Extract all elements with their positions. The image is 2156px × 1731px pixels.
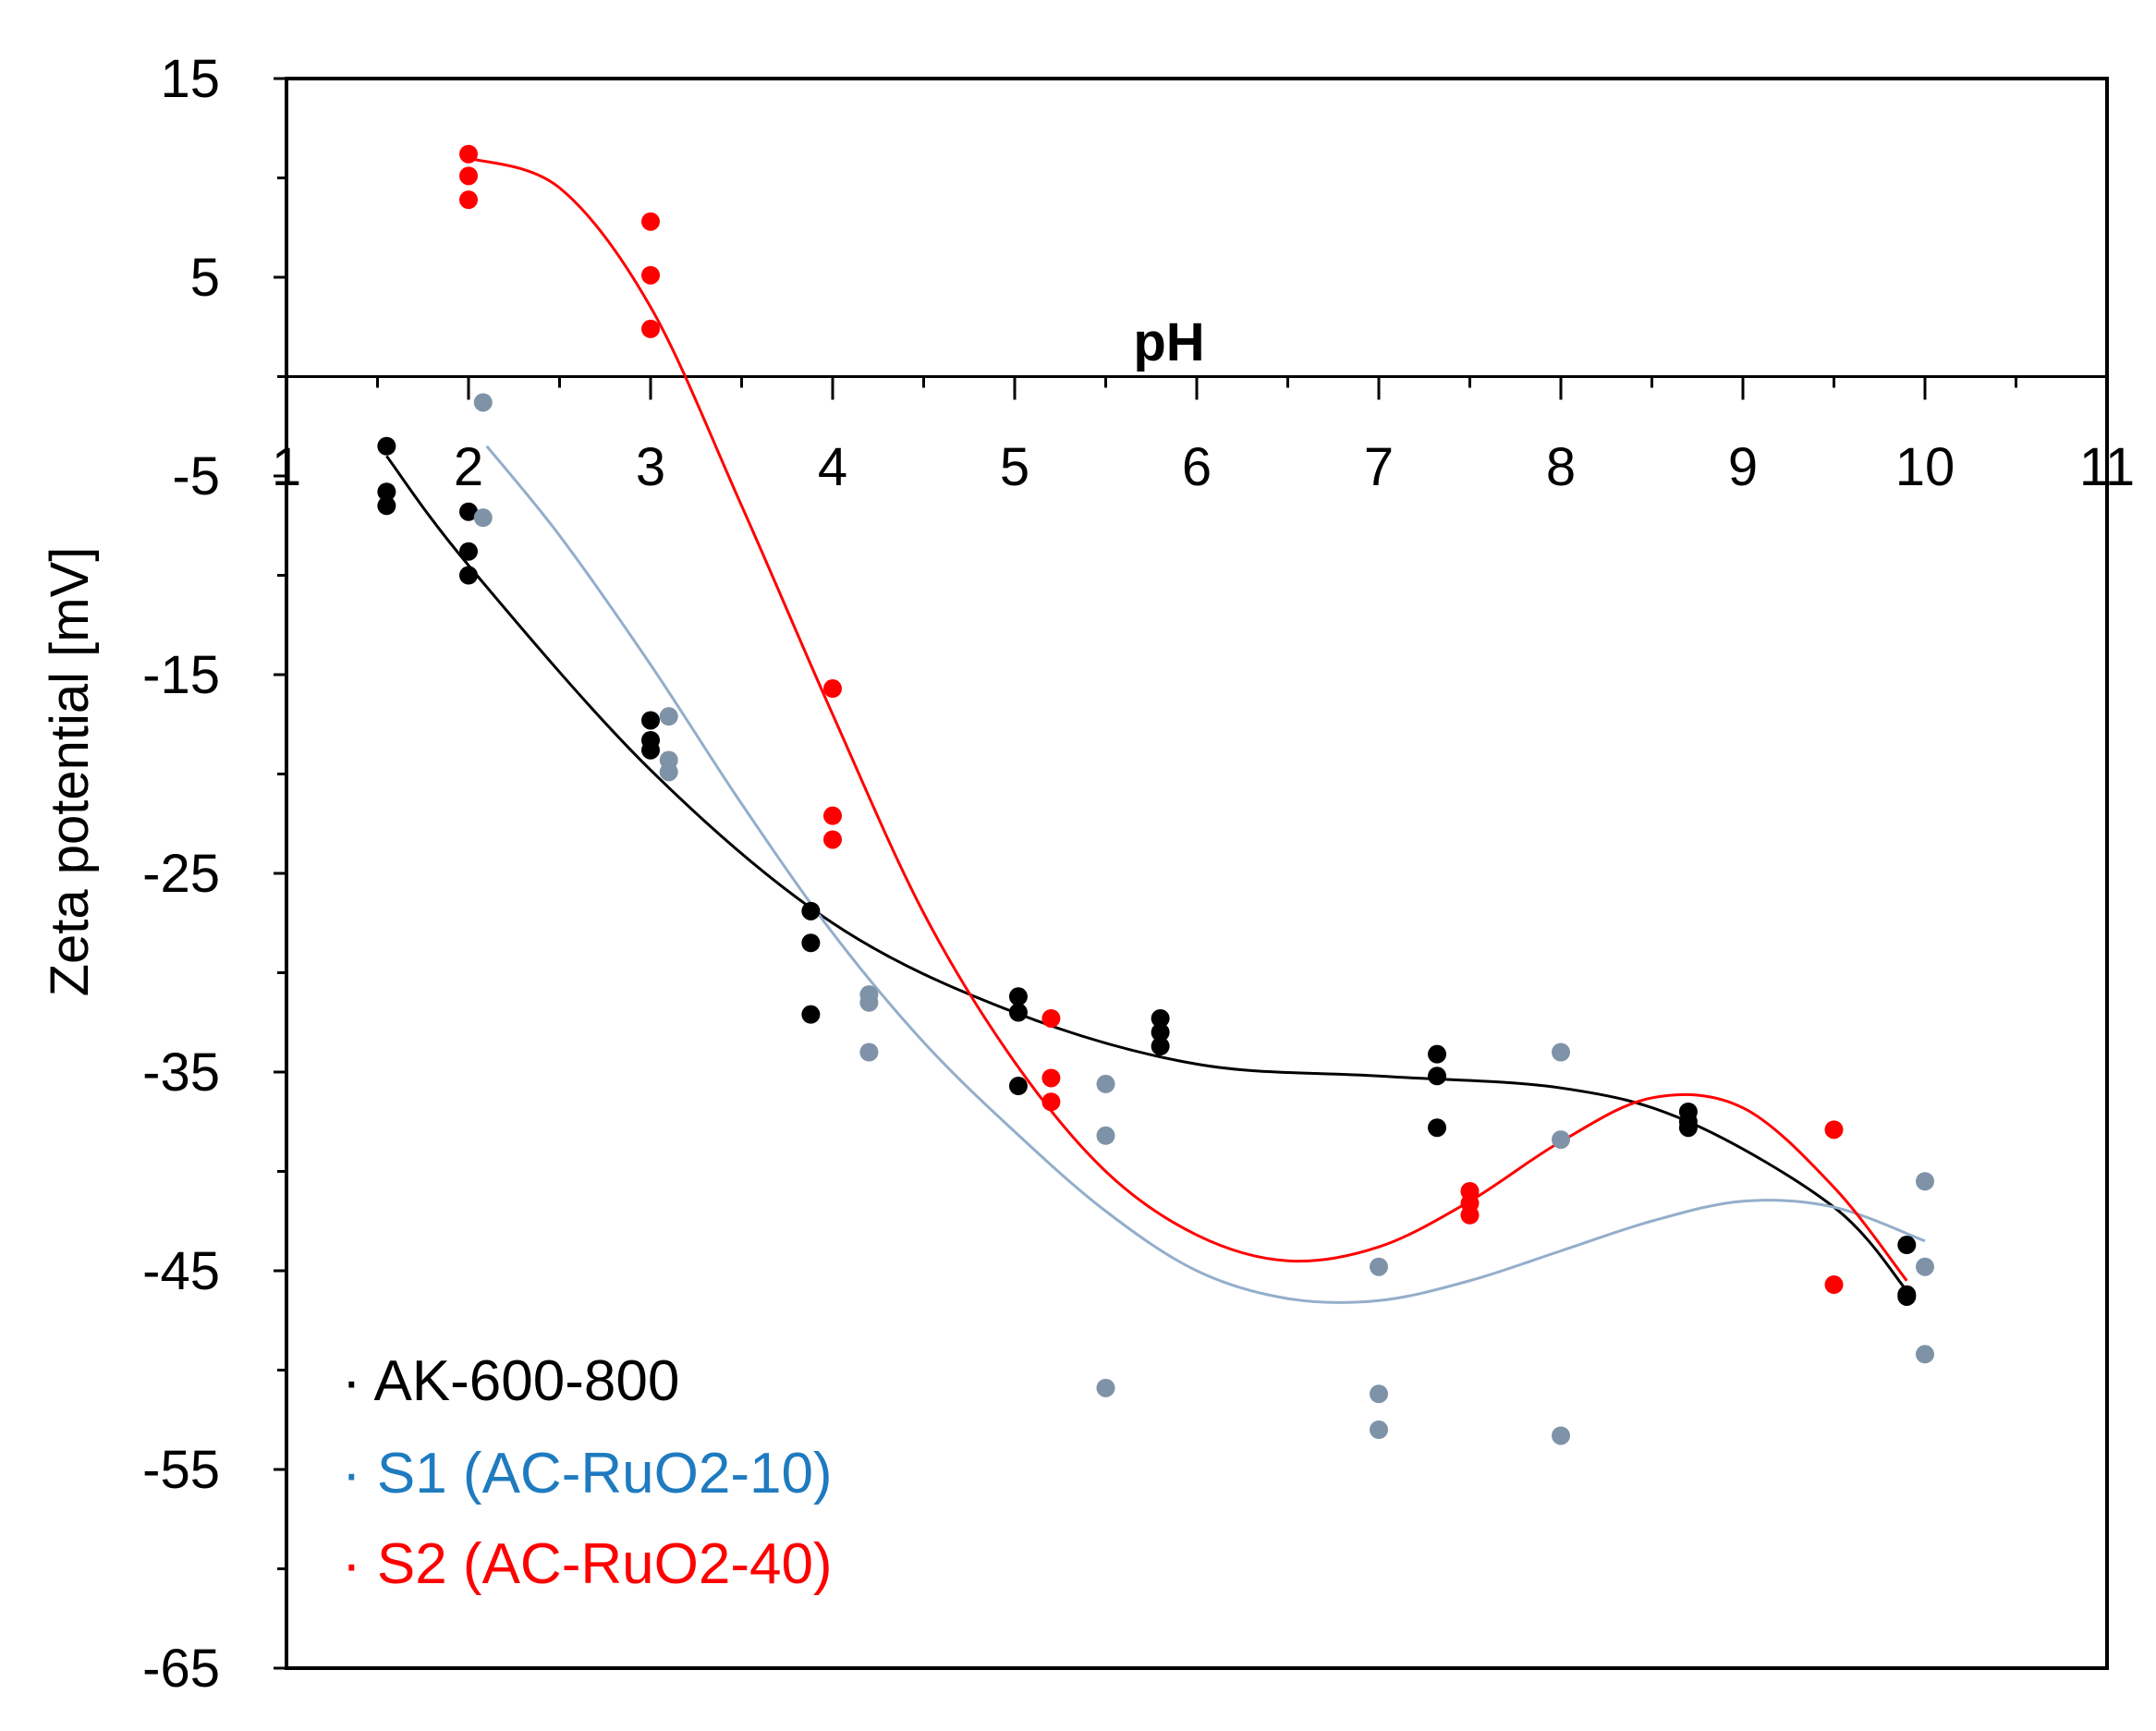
y-ticks: 15 5 -5 -15 -25 -35 -45 -55 -65 bbox=[142, 49, 286, 1699]
point-series-2 bbox=[1096, 1378, 1115, 1397]
point-series-1 bbox=[641, 740, 660, 760]
point-series-1 bbox=[459, 542, 478, 561]
point-series-3 bbox=[1041, 1008, 1061, 1028]
point-series-3 bbox=[823, 679, 842, 699]
y-tick-label: 5 bbox=[190, 248, 220, 308]
x-tick-label: 7 bbox=[1364, 437, 1394, 497]
point-series-1 bbox=[1428, 1118, 1447, 1138]
y-axis-title: Zeta potential [mV] bbox=[40, 547, 100, 997]
trendline-series-1 bbox=[385, 455, 1908, 1292]
point-series-1 bbox=[1008, 1077, 1028, 1096]
point-series-1 bbox=[1008, 1003, 1028, 1022]
y-tick-label: -25 bbox=[142, 844, 220, 904]
y-tick-label: -65 bbox=[142, 1639, 220, 1699]
x-tick-label: 4 bbox=[818, 437, 847, 497]
y-tick-label: -5 bbox=[172, 446, 220, 506]
point-series-2 bbox=[473, 393, 493, 412]
point-series-2 bbox=[473, 508, 493, 528]
point-series-1 bbox=[377, 482, 396, 502]
point-series-2 bbox=[659, 762, 678, 782]
point-series-1 bbox=[1008, 987, 1028, 1006]
point-series-3 bbox=[823, 830, 842, 849]
point-series-1 bbox=[377, 436, 396, 456]
point-series-1 bbox=[801, 1005, 821, 1024]
point-series-2 bbox=[659, 707, 678, 726]
point-series-1 bbox=[1151, 1037, 1170, 1056]
y-tick-label: -35 bbox=[142, 1042, 220, 1103]
point-series-1 bbox=[801, 901, 821, 920]
point-series-1 bbox=[1897, 1286, 1917, 1306]
y-tick-label: -15 bbox=[142, 645, 220, 705]
point-series-2 bbox=[1552, 1042, 1570, 1062]
point-series-2 bbox=[1916, 1345, 1934, 1364]
legend: · AK-600-800 · S1 (AC-RuO2-10) · S2 (AC-Ru… bbox=[342, 1349, 833, 1596]
point-series-3 bbox=[459, 190, 478, 210]
trendlines bbox=[385, 156, 1926, 1304]
point-series-1 bbox=[377, 496, 396, 516]
point-series-2 bbox=[1370, 1257, 1388, 1276]
point-series-2 bbox=[859, 1042, 879, 1062]
x-tick-label: 5 bbox=[1000, 437, 1029, 497]
x-axis-title: pH bbox=[1133, 312, 1204, 372]
y-tick-label: -55 bbox=[142, 1440, 220, 1500]
point-series-1 bbox=[1678, 1118, 1698, 1138]
point-series-1 bbox=[1151, 1008, 1170, 1028]
x-tick-label: 1 bbox=[272, 437, 301, 497]
trendline-series-3 bbox=[468, 156, 1908, 1282]
point-series-2 bbox=[859, 993, 879, 1012]
point-series-3 bbox=[1460, 1205, 1480, 1225]
y-tick-label: -45 bbox=[142, 1241, 220, 1301]
data-points bbox=[377, 144, 1934, 1445]
point-series-2 bbox=[1096, 1074, 1115, 1093]
point-series-2 bbox=[1370, 1420, 1388, 1439]
point-series-1 bbox=[1897, 1236, 1917, 1255]
x-tick-label: 10 bbox=[1895, 437, 1955, 497]
x-tick-label: 2 bbox=[454, 437, 483, 497]
y-tick-label: 15 bbox=[160, 49, 220, 109]
point-series-2 bbox=[1552, 1426, 1570, 1445]
point-series-3 bbox=[641, 212, 660, 231]
point-series-3 bbox=[1041, 1092, 1061, 1112]
point-series-1 bbox=[801, 933, 821, 953]
point-series-3 bbox=[823, 806, 842, 825]
x-tick-label: 3 bbox=[636, 437, 665, 497]
x-tick-label: 11 bbox=[2079, 437, 2135, 497]
point-series-3 bbox=[1041, 1068, 1061, 1088]
legend-entry-series-2: · S1 (AC-RuO2-10) bbox=[342, 1442, 833, 1505]
x-tick-label: 9 bbox=[1728, 437, 1758, 497]
point-series-2 bbox=[1916, 1257, 1934, 1276]
point-series-3 bbox=[1824, 1120, 1844, 1140]
point-series-3 bbox=[1824, 1275, 1844, 1295]
point-series-2 bbox=[1096, 1126, 1115, 1145]
trendline-series-2 bbox=[485, 445, 1926, 1304]
point-series-2 bbox=[1916, 1172, 1934, 1191]
point-series-1 bbox=[1428, 1067, 1447, 1086]
point-series-1 bbox=[459, 502, 478, 521]
x-tick-label: 6 bbox=[1182, 437, 1212, 497]
x-tick-label: 8 bbox=[1546, 437, 1576, 497]
legend-entry-series-3: · S2 (AC-RuO2-40) bbox=[342, 1532, 833, 1596]
point-series-3 bbox=[459, 166, 478, 186]
point-series-1 bbox=[1151, 1023, 1170, 1042]
point-series-1 bbox=[459, 566, 478, 585]
point-series-3 bbox=[641, 319, 660, 338]
point-series-2 bbox=[1370, 1384, 1388, 1404]
point-series-3 bbox=[459, 144, 478, 164]
point-series-1 bbox=[1428, 1044, 1447, 1064]
point-series-3 bbox=[641, 265, 660, 285]
point-series-2 bbox=[1552, 1130, 1570, 1150]
legend-entry-series-1: · AK-600-800 bbox=[342, 1349, 679, 1413]
x-axis: 1 2 3 4 5 6 7 8 9 10 11 bbox=[272, 375, 2135, 497]
point-series-1 bbox=[641, 711, 660, 730]
